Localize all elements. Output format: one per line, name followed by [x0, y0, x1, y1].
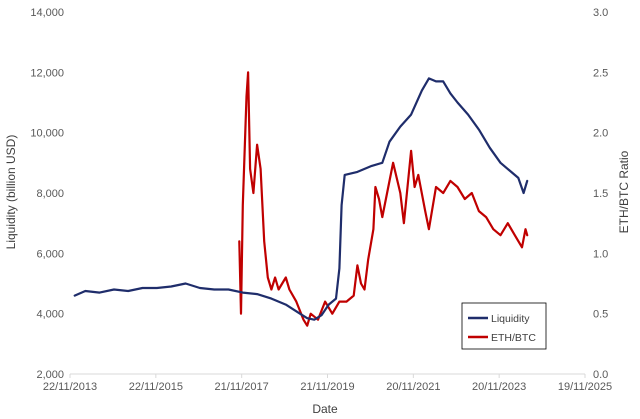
y-right-tick-label: 0.5 — [593, 309, 608, 321]
series-line-eth-btc — [238, 71, 529, 327]
x-tick-label: 19/11/2025 — [558, 381, 612, 393]
y-axis-right-ticks: 0.0 0.5 1.0 1.5 2.0 2.5 3.0 — [593, 7, 608, 381]
y-right-tick-label: 2.5 — [593, 67, 608, 79]
y-right-tick-label: 0.0 — [593, 369, 608, 381]
y-right-tick-label: 3.0 — [593, 7, 608, 19]
series-layer — [73, 71, 529, 327]
y-axis-right-title: ETH/BTC Ratio — [617, 150, 631, 233]
legend-label-liquidity: Liquidity — [491, 313, 530, 325]
y-right-tick-label: 2.0 — [593, 128, 608, 140]
x-tick-label: 21/11/2017 — [215, 381, 269, 393]
legend: Liquidity ETH/BTC — [461, 302, 547, 350]
x-tick-label: 22/11/2015 — [129, 381, 183, 393]
x-tick-label: 21/11/2019 — [300, 381, 354, 393]
x-axis-ticks: 22/11/2013 22/11/2015 21/11/2017 21/11/2019… — [43, 374, 612, 393]
y-left-tick-label: 8,000 — [36, 188, 64, 200]
x-tick-label: 20/11/2021 — [386, 381, 440, 393]
x-tick-label: 20/11/2023 — [472, 381, 526, 393]
y-axis-left-title: Liquidity (billion USD) — [4, 135, 18, 250]
x-axis-title: Date — [312, 402, 338, 416]
y-left-tick-label: 2,000 — [36, 369, 64, 381]
y-left-tick-label: 12,000 — [30, 67, 64, 79]
y-axis-left-ticks: 2,000 4,000 6,000 8,000 10,000 12,000 14,000 — [30, 7, 64, 381]
y-left-tick-label: 14,000 — [30, 7, 64, 19]
y-left-tick-label: 6,000 — [36, 248, 64, 260]
y-right-tick-label: 1.5 — [593, 188, 608, 200]
legend-box — [461, 302, 547, 350]
legend-label-eth-btc: ETH/BTC — [491, 332, 536, 344]
y-left-tick-label: 10,000 — [30, 128, 64, 140]
y-right-tick-label: 1.0 — [593, 248, 608, 260]
x-tick-label: 22/11/2013 — [43, 381, 97, 393]
series-line-liquidity — [73, 77, 529, 321]
y-left-tick-label: 4,000 — [36, 309, 64, 321]
